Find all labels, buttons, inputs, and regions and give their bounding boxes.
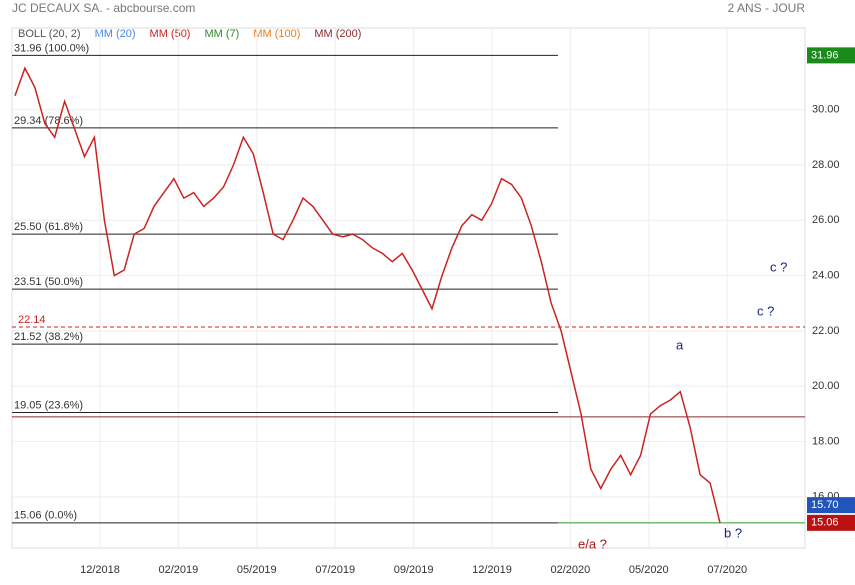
- plot-area: [11, 27, 806, 549]
- x-tick-label: 12/2019: [472, 564, 512, 576]
- price-badge-label: 15.70: [811, 499, 839, 511]
- price-badge: [807, 47, 855, 64]
- y-tick-label: 30.00: [812, 104, 840, 116]
- chart-title: JC DECAUX SA. - abcbourse.com: [12, 1, 195, 15]
- x-tick-label: 07/2019: [315, 564, 355, 576]
- fib-label: 23.51 (50.0%): [14, 276, 83, 288]
- price-badge-label: 31.96: [811, 49, 839, 61]
- indicator-label: BOLL (20, 2): [18, 28, 81, 40]
- indicator-label: MM (200): [314, 28, 361, 40]
- annotation: a: [676, 337, 684, 352]
- fib-label: 25.50 (61.8%): [14, 221, 83, 233]
- fib-label: 29.34 (78.6%): [14, 115, 83, 127]
- annotation: c ?: [757, 303, 774, 318]
- x-tick-label: 12/2018: [80, 564, 120, 576]
- fib-label: 21.52 (38.2%): [14, 331, 83, 343]
- x-tick-label: 02/2020: [551, 564, 591, 576]
- price-line: [14, 66, 721, 523]
- price-badge-label: 15.06: [811, 517, 839, 529]
- y-tick-label: 24.00: [812, 269, 840, 281]
- y-tick-label: 28.00: [812, 159, 840, 171]
- fib-label: 19.05 (23.6%): [14, 399, 83, 411]
- indicator-label: MM (20): [95, 28, 136, 40]
- x-tick-label: 07/2020: [707, 564, 747, 576]
- y-tick-label: 26.00: [812, 214, 840, 226]
- x-tick-label: 02/2019: [159, 564, 199, 576]
- indicator-label: MM (50): [150, 28, 191, 40]
- y-tick-label: 18.00: [812, 435, 840, 447]
- y-tick-label: 20.00: [812, 380, 840, 392]
- fib-label: 31.96 (100.0%): [14, 42, 89, 54]
- annotation: e/a ?: [578, 536, 607, 551]
- resistance-label: 22.14: [18, 314, 46, 326]
- y-tick-label: 22.00: [812, 325, 840, 337]
- x-tick-label: 09/2019: [394, 564, 434, 576]
- x-tick-label: 05/2020: [629, 564, 669, 576]
- indicator-label: MM (100): [253, 28, 300, 40]
- fib-label: 15.06 (0.0%): [14, 510, 77, 522]
- price-badge: [807, 514, 855, 531]
- x-tick-label: 05/2019: [237, 564, 277, 576]
- annotation: b ?: [724, 525, 742, 540]
- annotation: c ?: [770, 259, 787, 274]
- indicator-label: MM (7): [204, 28, 239, 40]
- price-badge: [807, 497, 855, 514]
- period: 2 ANS - JOUR: [728, 1, 806, 15]
